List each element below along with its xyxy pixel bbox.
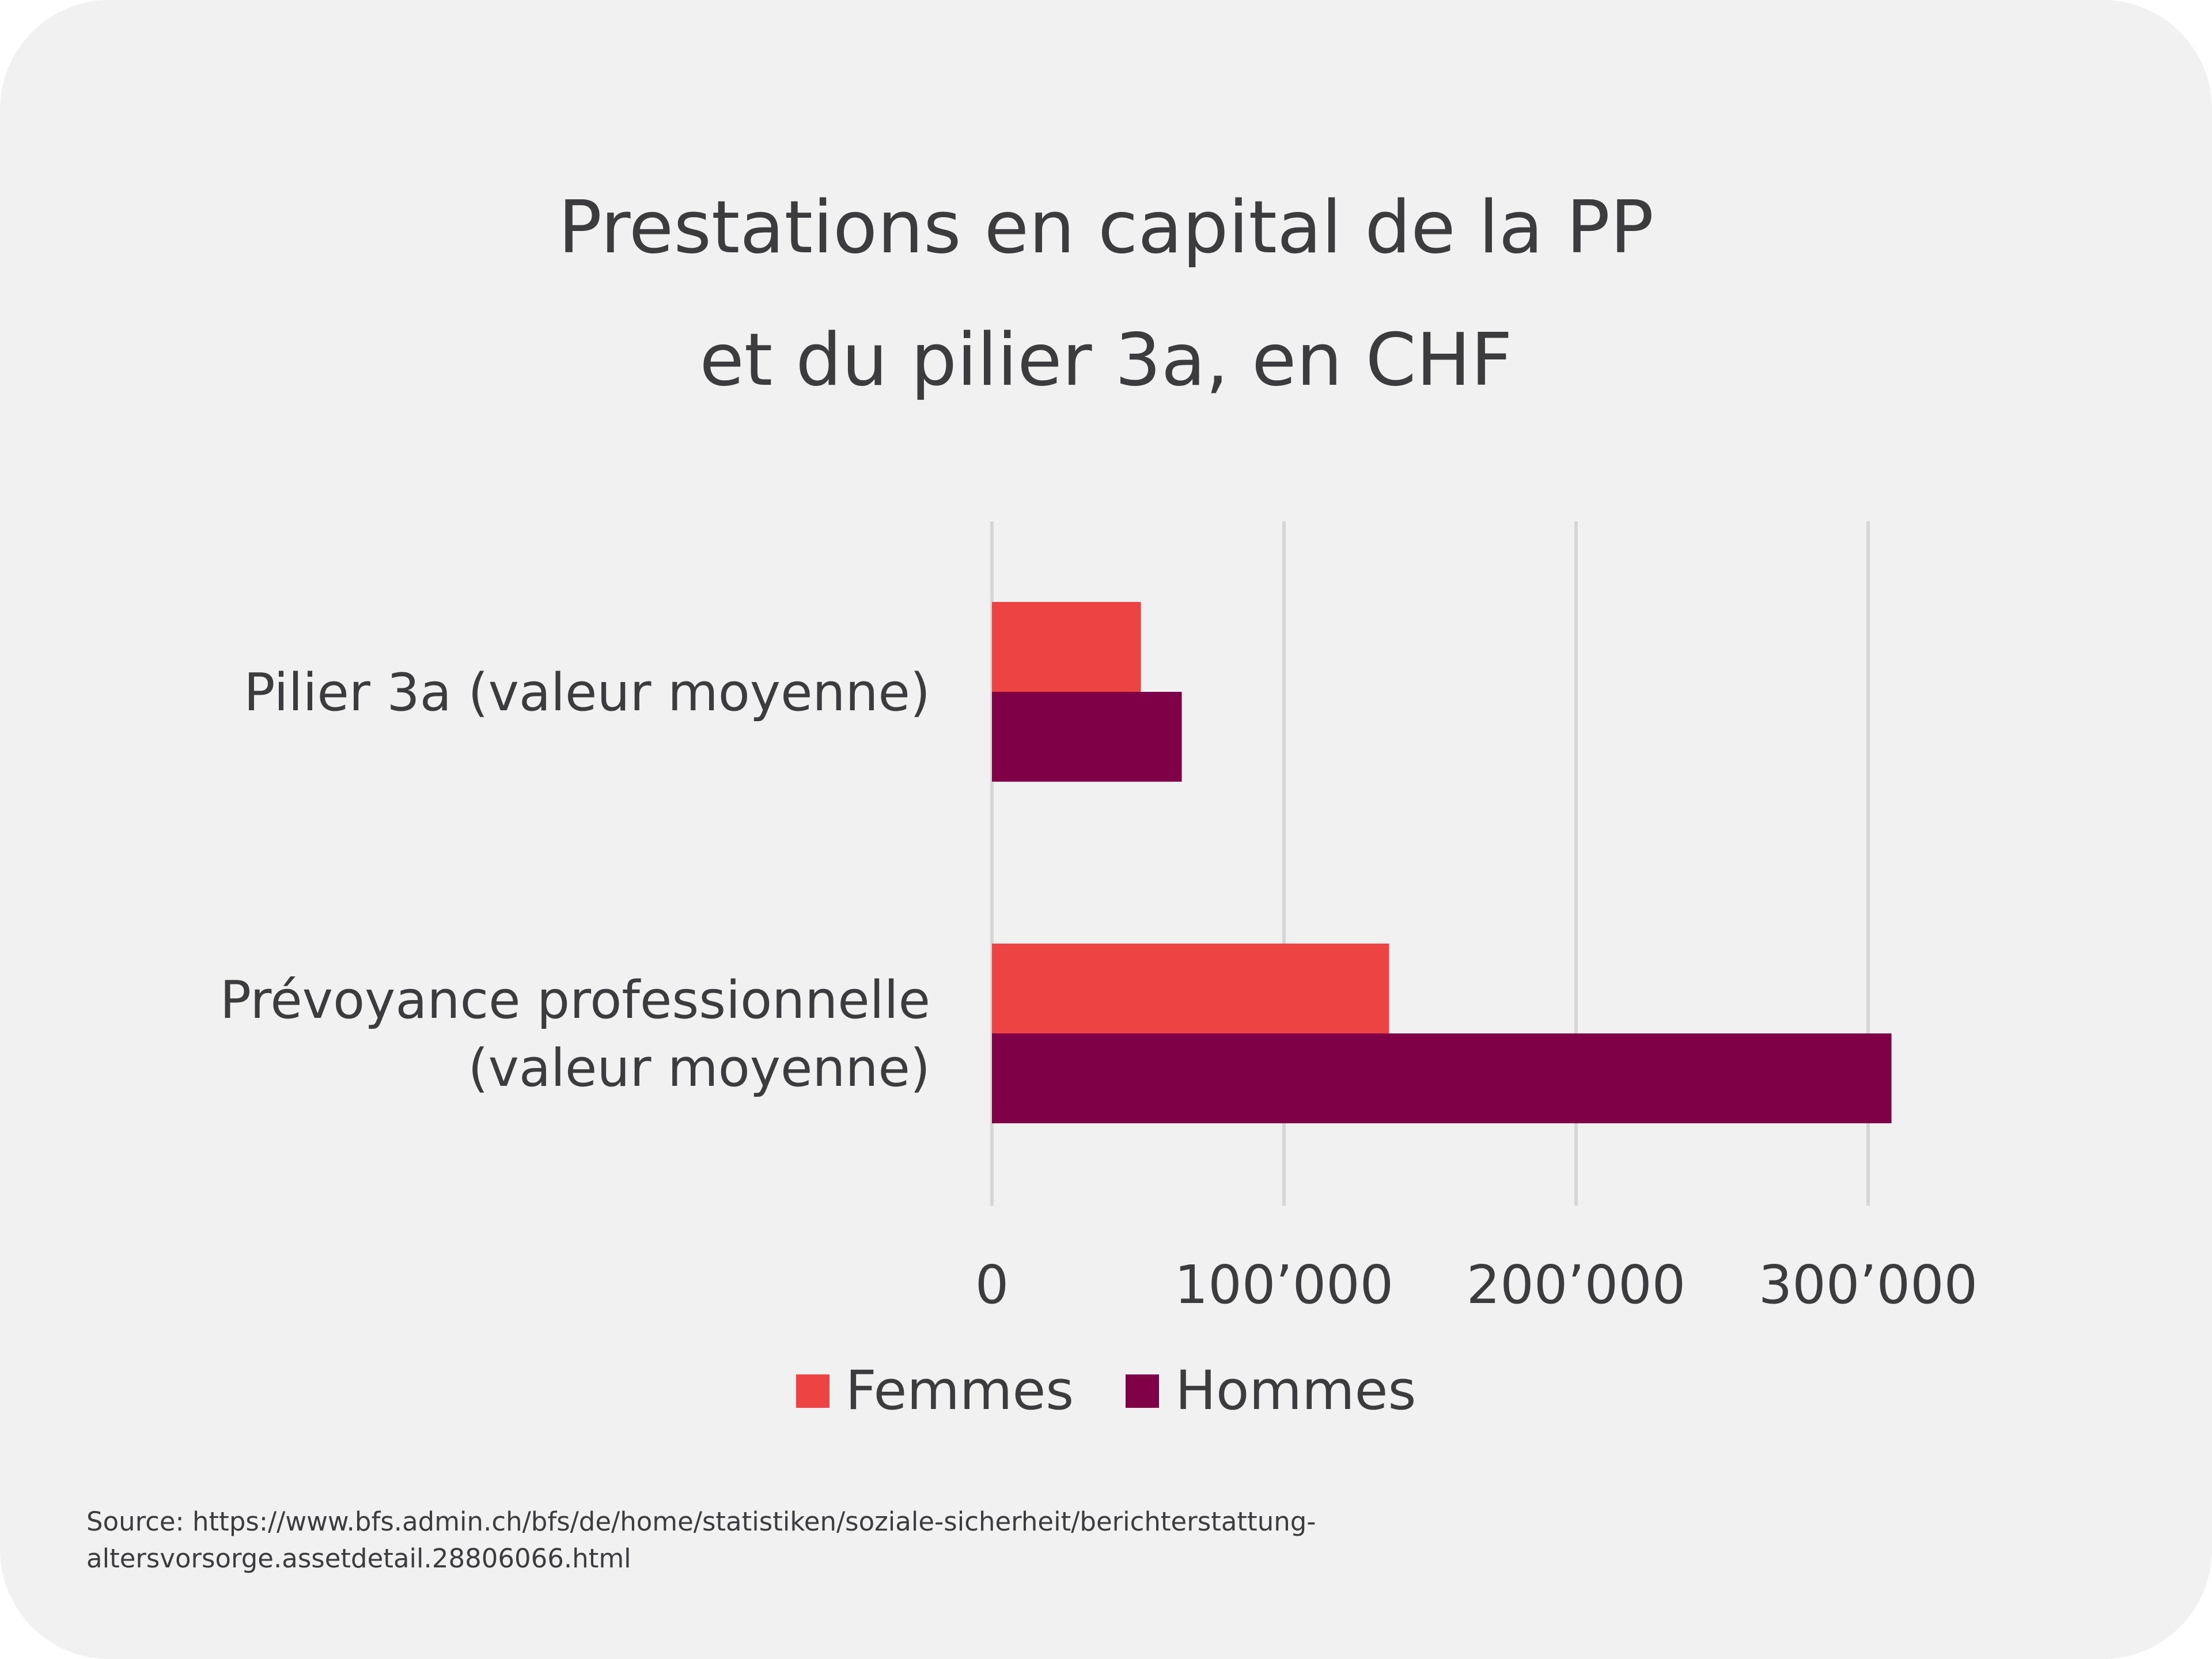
x-tick-label-3: 300’000 [1759, 1254, 1978, 1316]
x-tick-label-0: 0 [975, 1254, 1009, 1316]
legend-item-femmes: Femmes [796, 1359, 1074, 1422]
source-line-2: altersvorsorge.assetdetail.28806066.html [86, 1543, 631, 1574]
bar-femmes-1 [992, 944, 1389, 1033]
x-tick-label-1: 100’000 [1175, 1254, 1393, 1316]
category-label-1: Prévoyance professionnelle (valeur moyenn… [220, 970, 930, 1099]
category-label-0: Pilier 3a (valeur moyenne) [244, 662, 930, 723]
chart-title-line-1: Prestations en capital de la PP [558, 185, 1654, 270]
bars [992, 602, 1892, 1123]
x-tick-label-2: 200’000 [1467, 1254, 1685, 1316]
legend-label-femmes: Femmes [845, 1359, 1074, 1422]
chart-title: Prestations en capital de la PP et du pi… [0, 161, 2212, 426]
bar-femmes-0 [992, 602, 1141, 692]
category-labels: Pilier 3a (valeur moyenne) Prévoyance pro… [220, 662, 930, 1099]
bar-hommes-0 [992, 692, 1182, 782]
legend-swatch-femmes [796, 1374, 830, 1408]
legend-label-hommes: Hommes [1175, 1359, 1416, 1422]
legend-swatch-hommes [1126, 1374, 1160, 1408]
legend: Femmes Hommes [0, 1359, 2212, 1422]
source-line-1: Source: https://www.bfs.admin.ch/bfs/de/… [86, 1506, 1316, 1537]
source-note: Source: https://www.bfs.admin.ch/bfs/de/… [86, 1503, 1987, 1577]
bar-hommes-1 [992, 1033, 1892, 1123]
legend-item-hommes: Hommes [1126, 1359, 1416, 1422]
chart-title-line-2: et du pilier 3a, en CHF [699, 317, 1513, 402]
x-tick-labels: 0 100’000 200’000 300’000 [975, 1254, 1978, 1316]
